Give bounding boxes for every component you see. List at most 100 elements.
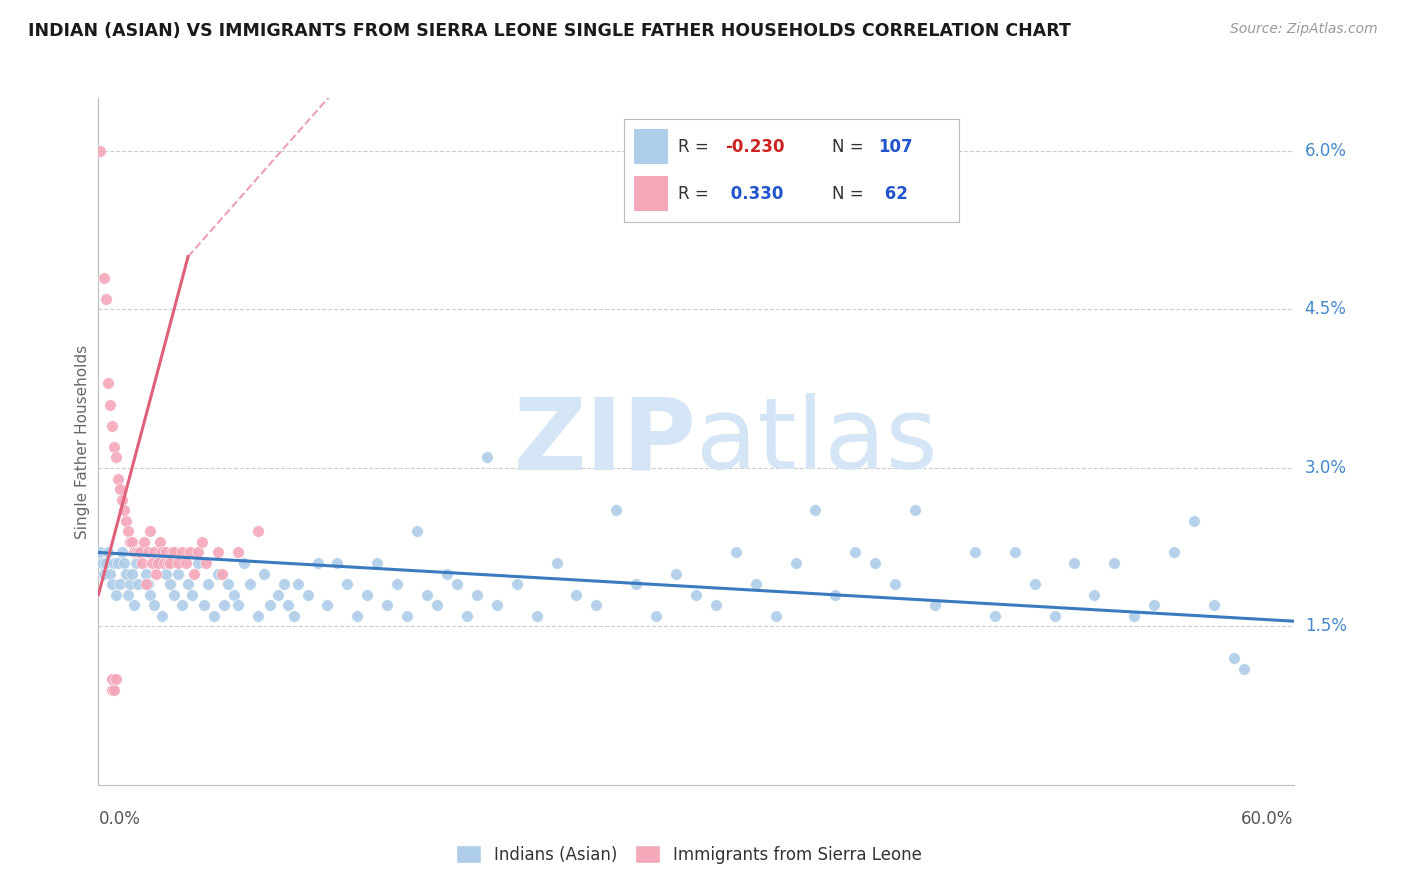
Point (131, 556, 153, 570)
Point (153, 556, 176, 570)
Point (724, 545, 747, 559)
Text: ZIP: ZIP (513, 393, 696, 490)
Point (316, 599, 339, 613)
Point (605, 503, 627, 517)
Point (121, 566, 143, 581)
Point (465, 588, 488, 602)
Point (101, 577, 124, 591)
Point (179, 545, 201, 559)
Point (1143, 599, 1166, 613)
Point (187, 545, 209, 559)
Point (139, 524, 162, 539)
Point (145, 566, 167, 581)
Point (117, 588, 139, 602)
Point (1182, 514, 1205, 528)
Point (297, 588, 319, 602)
Point (1163, 545, 1185, 559)
Point (207, 545, 229, 559)
Point (134, 535, 156, 549)
Text: 6.0%: 6.0% (1305, 142, 1347, 160)
Bar (634, 129, 668, 164)
Text: 62: 62 (879, 185, 907, 203)
Point (765, 608, 787, 623)
Point (745, 577, 768, 591)
Point (143, 545, 166, 559)
Point (155, 566, 177, 581)
Point (172, 599, 194, 613)
Point (103, 556, 125, 570)
Point (396, 608, 419, 623)
Text: R =: R = (678, 137, 714, 155)
Point (963, 545, 986, 559)
Point (136, 545, 159, 559)
Point (326, 556, 349, 570)
Point (232, 556, 254, 570)
Point (456, 608, 478, 623)
Point (385, 577, 409, 591)
Point (167, 556, 190, 570)
Point (91, 556, 114, 570)
Point (115, 514, 138, 528)
Point (150, 608, 173, 623)
Point (253, 566, 276, 581)
Point (93, 270, 115, 285)
Point (174, 556, 197, 570)
Point (135, 566, 157, 581)
Point (863, 556, 886, 570)
Point (120, 535, 142, 549)
Point (287, 577, 309, 591)
Point (110, 577, 132, 591)
Y-axis label: Single Father Households: Single Father Households (75, 344, 90, 539)
Point (416, 588, 439, 602)
Text: N =: N = (832, 137, 869, 155)
Point (111, 545, 134, 559)
Point (98, 566, 122, 581)
Point (1024, 577, 1046, 591)
Bar (634, 177, 668, 211)
Point (924, 599, 946, 613)
Point (1102, 556, 1125, 570)
Point (267, 588, 290, 602)
Point (426, 599, 449, 613)
Point (239, 577, 262, 591)
Point (436, 566, 458, 581)
Point (172, 545, 194, 559)
Point (141, 556, 163, 570)
Text: INDIAN (ASIAN) VS IMMIGRANTS FROM SIERRA LEONE SINGLE FATHER HOUSEHOLDS CORRELAT: INDIAN (ASIAN) VS IMMIGRANTS FROM SIERRA… (28, 22, 1071, 40)
Point (336, 577, 359, 591)
Point (155, 545, 177, 559)
Point (624, 577, 647, 591)
Point (307, 556, 329, 570)
Text: 0.330: 0.330 (724, 185, 783, 203)
Point (160, 545, 183, 559)
Point (506, 577, 529, 591)
Point (105, 450, 128, 465)
Point (93, 566, 115, 581)
Point (193, 599, 215, 613)
Point (115, 566, 138, 581)
Point (127, 545, 149, 559)
Text: 107: 107 (879, 137, 914, 155)
Point (366, 556, 388, 570)
Text: 60.0%: 60.0% (1241, 810, 1294, 828)
Point (406, 524, 429, 539)
Point (97, 545, 120, 559)
Point (475, 450, 498, 465)
Point (149, 535, 172, 549)
Point (124, 599, 146, 613)
Point (163, 545, 186, 559)
Point (187, 556, 209, 570)
Point (103, 440, 125, 454)
Point (904, 503, 927, 517)
Point (375, 599, 398, 613)
Point (103, 682, 125, 697)
Point (356, 588, 378, 602)
Point (107, 556, 129, 570)
Point (177, 577, 200, 591)
Point (148, 556, 170, 570)
Point (157, 556, 180, 570)
Point (143, 599, 166, 613)
Text: Source: ZipAtlas.com: Source: ZipAtlas.com (1230, 22, 1378, 37)
Point (226, 545, 249, 559)
Point (181, 588, 204, 602)
